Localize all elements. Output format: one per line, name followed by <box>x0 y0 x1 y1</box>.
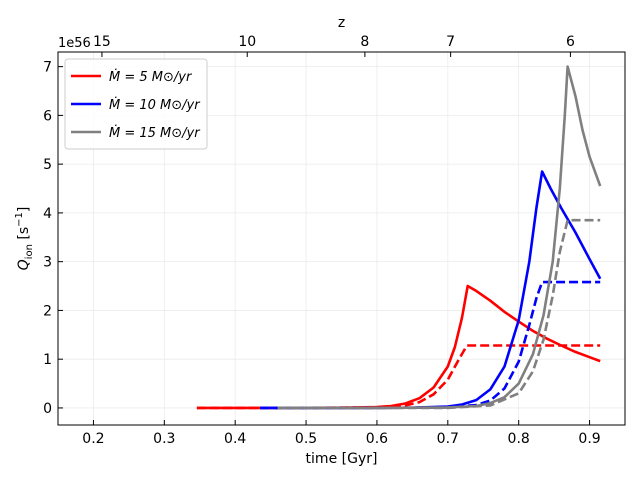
top-axis-label: z <box>338 15 345 31</box>
top-tick-label: 8 <box>360 34 369 50</box>
top-tick-label: 7 <box>446 34 455 50</box>
y-axis-label-unit: [s <box>16 227 32 244</box>
y-axis-label: Qion [s−1] <box>14 207 35 271</box>
x-tick-label: 0.3 <box>153 431 175 447</box>
legend-label: Ṁ = 5 M⊙/yr <box>109 69 193 85</box>
y-tick-label: 7 <box>43 60 52 76</box>
x-tick-label: 0.7 <box>437 431 459 447</box>
y-axis-label-main: Q <box>16 259 32 270</box>
y-scale-exponent: 1e56 <box>58 36 91 51</box>
y-tick-label: 5 <box>43 157 52 173</box>
grid <box>58 52 625 425</box>
series-line-1 <box>196 284 601 410</box>
y-tick-label: 4 <box>43 206 52 222</box>
x-tick-label: 0.9 <box>578 431 600 447</box>
y-tick-label: 0 <box>43 401 52 417</box>
y-axis-label-unit-close: ] <box>16 207 32 212</box>
x-tick-label: 0.2 <box>82 431 104 447</box>
series-layer <box>196 65 602 410</box>
series-line-5 <box>277 65 602 410</box>
y-axis-ticks: 0 1 2 3 4 5 6 7 <box>43 60 63 417</box>
top-tick-label: 6 <box>566 34 575 50</box>
legend-label: Ṁ = 15 M⊙/yr <box>109 125 201 141</box>
x-tick-label: 0.8 <box>508 431 530 447</box>
y-axis-label-sub: ion <box>24 244 35 259</box>
x-axis-ticks: 0.2 0.3 0.4 0.5 0.6 0.7 0.8 0.9 <box>82 420 601 447</box>
top-axis-ticks: 15 10 8 7 6 <box>93 34 575 57</box>
legend-label: Ṁ = 10 M⊙/yr <box>109 97 201 113</box>
y-tick-label: 6 <box>43 108 52 124</box>
legend-box <box>64 58 208 150</box>
y-tick-label: 2 <box>43 303 52 319</box>
legend: Ṁ = 5 M⊙/yr Ṁ = 10 M⊙/yr Ṁ = 15 M⊙/yr <box>64 58 208 150</box>
plot-frame <box>57 51 626 426</box>
x-axis-label: time [Gyr] <box>306 451 378 467</box>
y-tick-label: 3 <box>43 255 52 271</box>
top-tick-label: 15 <box>93 34 111 50</box>
x-tick-label: 0.4 <box>224 431 246 447</box>
series-line-6 <box>277 218 601 410</box>
x-tick-label: 0.5 <box>295 431 317 447</box>
y-axis-label-unit-sup: −1 <box>14 212 25 227</box>
y-tick-label: 1 <box>43 352 52 368</box>
x-tick-label: 0.6 <box>366 431 388 447</box>
top-tick-label: 10 <box>238 34 256 50</box>
